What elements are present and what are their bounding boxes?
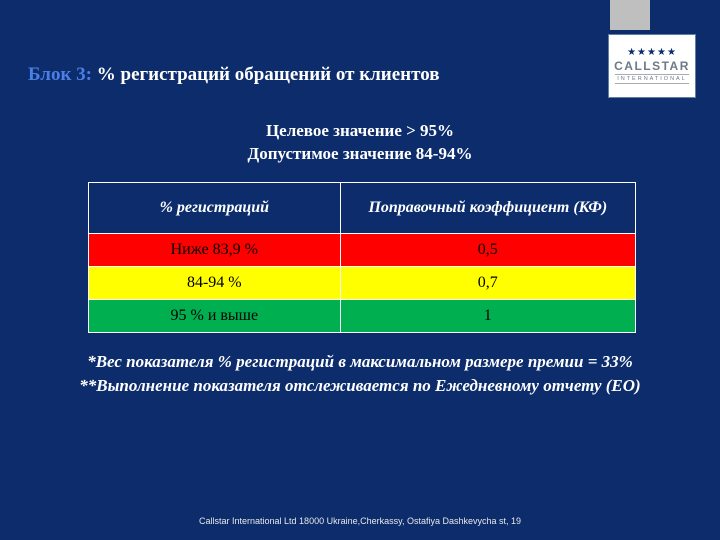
footnote-1: *Вес показателя % регистраций в максимал… [0, 350, 720, 374]
target-line-2: Допустимое значение 84-94% [0, 143, 720, 166]
table-header: % регистраций [89, 183, 341, 234]
table-row: Ниже 83,9 % 0,5 [89, 234, 636, 267]
footnotes: *Вес показателя % регистраций в максимал… [0, 350, 720, 398]
logo-stars: ★★★★★ [627, 48, 677, 58]
table-row: 95 % и выше 1 [89, 300, 636, 333]
table-cell: Ниже 83,9 % [89, 234, 341, 267]
logo-brand: CALLSTAR [614, 60, 690, 72]
table-cell: 0,7 [340, 267, 635, 300]
title-rest: % регистраций обращений от клиентов [92, 64, 440, 85]
logo: ★★★★★ CALLSTAR INTERNATIONAL [608, 34, 696, 98]
table-header: Поправочный коэффициент (КФ) [340, 183, 635, 234]
table-header-row: % регистраций Поправочный коэффициент (К… [89, 183, 636, 234]
target-line-1: Целевое значение > 95% [0, 120, 720, 143]
table-cell: 84-94 % [89, 267, 341, 300]
table-cell: 95 % и выше [89, 300, 341, 333]
title-prefix: Блок 3: [28, 64, 92, 85]
coefficients-table: % регистраций Поправочный коэффициент (К… [88, 182, 636, 333]
table-row: 84-94 % 0,7 [89, 267, 636, 300]
footer-address: Callstar International Ltd 18000 Ukraine… [0, 516, 720, 526]
table-cell: 1 [340, 300, 635, 333]
target-values: Целевое значение > 95% Допустимое значен… [0, 120, 720, 166]
footnote-2: **Выполнение показателя отслеживается по… [0, 374, 720, 398]
table-cell: 0,5 [340, 234, 635, 267]
slide-title: Блок 3: % регистраций обращений от клиен… [28, 64, 440, 86]
decoration-tab [610, 0, 650, 30]
logo-sub: INTERNATIONAL [615, 74, 689, 84]
